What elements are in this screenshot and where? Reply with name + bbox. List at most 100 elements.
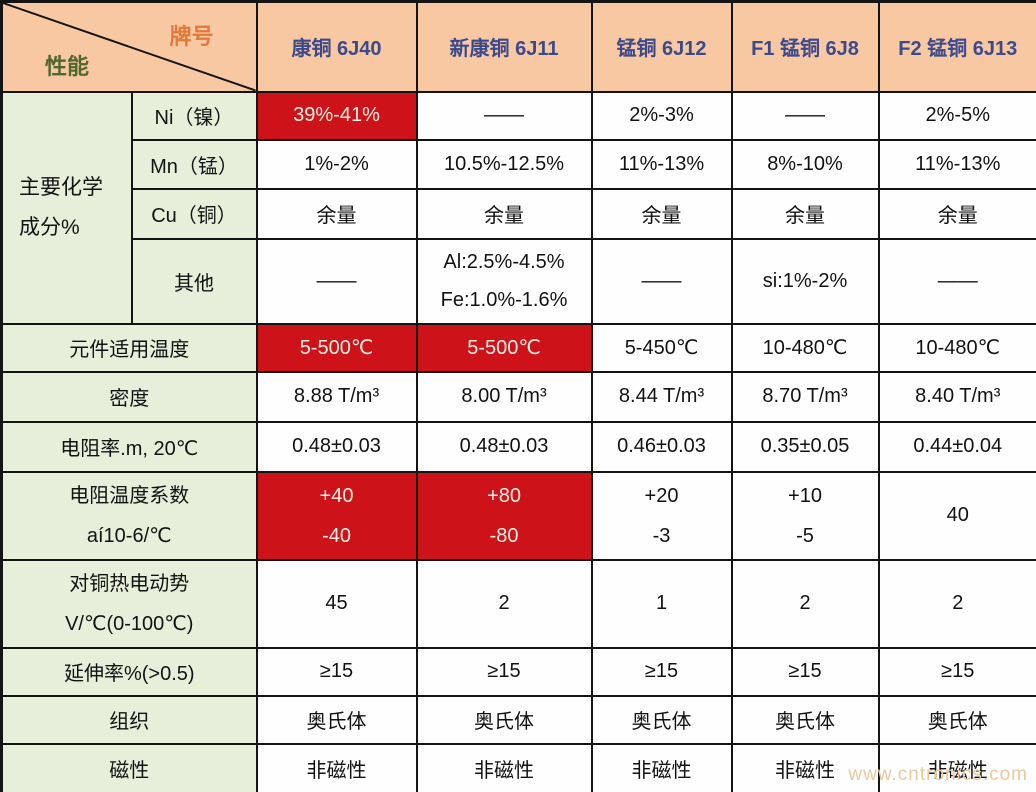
row-label-structure: 组织 [0, 694, 258, 745]
row-label-other: 其他 [130, 237, 258, 325]
row-structure: 组织 奥氏体 奥氏体 奥氏体 奥氏体 奥氏体 [0, 694, 1036, 745]
row-temp: 元件适用温度 5-500℃ 5-500℃ 5-450℃ 10-480℃ 10-4… [0, 322, 1036, 373]
cell-emf-3: 1 [590, 558, 733, 649]
cell-tcr-1-line2: -40 [322, 524, 351, 547]
cell-other-4: si:1%-2% [730, 237, 880, 325]
cell-resistivity-1: 0.48±0.03 [255, 420, 418, 473]
column-header-6j40: 康铜 6J40 [255, 0, 418, 93]
cell-mn-3: 11%-13% [590, 138, 733, 190]
row-label-magnetism: 磁性 [0, 742, 258, 792]
cell-other-1: —— [255, 237, 418, 325]
cell-density-2: 8.00 T/m³ [415, 370, 593, 423]
column-header-6j11: 新康铜 6J11 [415, 0, 593, 93]
cell-magnetism-4: 非磁性 [730, 742, 880, 792]
row-cu: Cu（铜） 余量 余量 余量 余量 余量 [2, 187, 1036, 240]
row-label-emf-line2: V/℃(0-100℃) [65, 612, 194, 635]
row-label-emf-line1: 对铜热电动势 [69, 572, 190, 595]
cell-elongation-3: ≥15 [590, 646, 733, 697]
cell-tcr-4-line2: -5 [796, 524, 814, 547]
cell-tcr-1-line1: +40 [319, 484, 354, 507]
cell-mn-2: 10.5%-12.5% [415, 138, 593, 190]
chem-group-line2: 成分% [19, 215, 80, 239]
cell-other-2-line2: Fe:1.0%-1.6% [440, 289, 568, 311]
cell-magnetism-1: 非磁性 [255, 742, 418, 792]
cell-tcr-1: +40 -40 [255, 470, 418, 561]
cell-emf-1: 45 [255, 558, 418, 649]
cell-ni-5: 2%-5% [877, 90, 1036, 141]
cell-elongation-5: ≥15 [877, 646, 1036, 697]
row-label-ni: Ni（镍） [130, 90, 258, 141]
cell-tcr-2-line1: +80 [487, 484, 521, 507]
cell-magnetism-3: 非磁性 [590, 742, 733, 792]
cell-ni-1: 39%-41% [255, 90, 418, 141]
cell-temp-3: 5-450℃ [590, 322, 733, 373]
row-other: 其他 —— Al:2.5%-4.5% Fe:1.0%-1.6% —— si:1%… [2, 237, 1036, 325]
cell-cu-2: 余量 [415, 187, 593, 240]
cell-density-5: 8.40 T/m³ [877, 370, 1036, 423]
diagonal-divider-line [3, 3, 255, 90]
cell-other-2: Al:2.5%-4.5% Fe:1.0%-1.6% [415, 237, 593, 325]
cell-elongation-2: ≥15 [415, 646, 593, 697]
cell-tcr-4-line1: +10 [788, 484, 822, 507]
cell-emf-2: 2 [415, 558, 593, 649]
cell-mn-1: 1%-2% [255, 138, 418, 190]
row-emf: 对铜热电动势 V/℃(0-100℃) 45 2 1 2 2 [0, 558, 1036, 649]
cell-mn-5: 11%-13% [877, 138, 1036, 190]
corner-label-grade: 牌号 [169, 24, 214, 49]
row-label-mn: Mn（锰） [130, 138, 258, 190]
cell-ni-2: —— [415, 90, 593, 141]
corner-label-property: 性能 [45, 53, 90, 79]
row-label-temp: 元件适用温度 [0, 322, 258, 373]
cell-tcr-2-line2: -80 [489, 524, 519, 547]
cell-density-1: 8.88 T/m³ [255, 370, 418, 423]
row-magnetism: 磁性 非磁性 非磁性 非磁性 非磁性 非磁性 [0, 742, 1036, 792]
cell-resistivity-5: 0.44±0.04 [877, 420, 1036, 473]
cell-resistivity-3: 0.46±0.03 [590, 420, 733, 473]
row-label-emf: 对铜热电动势 V/℃(0-100℃) [0, 558, 258, 649]
column-header-6j8: F1 锰铜 6J8 [730, 0, 880, 93]
cell-density-4: 8.70 T/m³ [730, 370, 880, 423]
cell-temp-1: 5-500℃ [255, 322, 418, 373]
row-label-tcr-line1: 电阻温度系数 [69, 484, 190, 507]
column-header-6j12: 锰铜 6J12 [590, 0, 733, 93]
cell-mn-4: 8%-10% [730, 138, 880, 190]
cell-density-3: 8.44 T/m³ [590, 370, 733, 423]
row-label-cu: Cu（铜） [130, 187, 258, 240]
row-label-resistivity: 电阻率.m, 20℃ [0, 420, 258, 473]
cell-tcr-5: 40 [877, 470, 1036, 561]
row-mn: Mn（锰） 1%-2% 10.5%-12.5% 11%-13% 8%-10% 1… [2, 138, 1036, 190]
row-elongation: 延伸率%(>0.5) ≥15 ≥15 ≥15 ≥15 ≥15 [0, 646, 1036, 697]
cell-structure-1: 奥氏体 [255, 694, 418, 745]
cell-structure-2: 奥氏体 [415, 694, 593, 745]
cell-tcr-3-line2: -3 [652, 524, 671, 547]
row-tcr: 电阻温度系数 aí10-6/℃ +40 -40 +80 -80 +20 -3 +… [0, 470, 1036, 561]
header-row: 牌号 性能 康铜 6J40 新康铜 6J11 锰铜 6J12 F1 锰铜 6J8… [0, 0, 1036, 93]
cell-structure-4: 奥氏体 [730, 694, 880, 745]
row-label-tcr-line2: aí10-6/℃ [86, 524, 172, 547]
cell-tcr-4: +10 -5 [730, 470, 880, 561]
cell-emf-4: 2 [730, 558, 880, 649]
cell-magnetism-2: 非磁性 [415, 742, 593, 792]
cell-elongation-4: ≥15 [730, 646, 880, 697]
cell-elongation-1: ≥15 [255, 646, 418, 697]
cell-cu-1: 余量 [255, 187, 418, 240]
cell-emf-5: 2 [877, 558, 1036, 649]
cell-temp-4: 10-480℃ [730, 322, 880, 373]
cell-ni-4: —— [730, 90, 880, 141]
cell-tcr-3-line1: +20 [644, 484, 679, 507]
cell-ni-3: 2%-3% [590, 90, 733, 141]
cell-cu-4: 余量 [730, 187, 880, 240]
row-label-elongation: 延伸率%(>0.5) [0, 646, 258, 697]
cell-tcr-3: +20 -3 [590, 470, 733, 561]
cell-temp-5: 10-480℃ [877, 322, 1036, 373]
row-resistivity: 电阻率.m, 20℃ 0.48±0.03 0.48±0.03 0.46±0.03… [0, 420, 1036, 473]
cell-temp-2: 5-500℃ [415, 322, 593, 373]
cell-other-5: —— [877, 237, 1036, 325]
row-density: 密度 8.88 T/m³ 8.00 T/m³ 8.44 T/m³ 8.70 T/… [0, 370, 1036, 423]
cell-other-2-line1: Al:2.5%-4.5% [443, 251, 565, 273]
chem-group-label: 主要化学 成分% [0, 90, 133, 325]
cell-structure-5: 奥氏体 [877, 694, 1036, 745]
cell-resistivity-2: 0.48±0.03 [415, 420, 593, 473]
